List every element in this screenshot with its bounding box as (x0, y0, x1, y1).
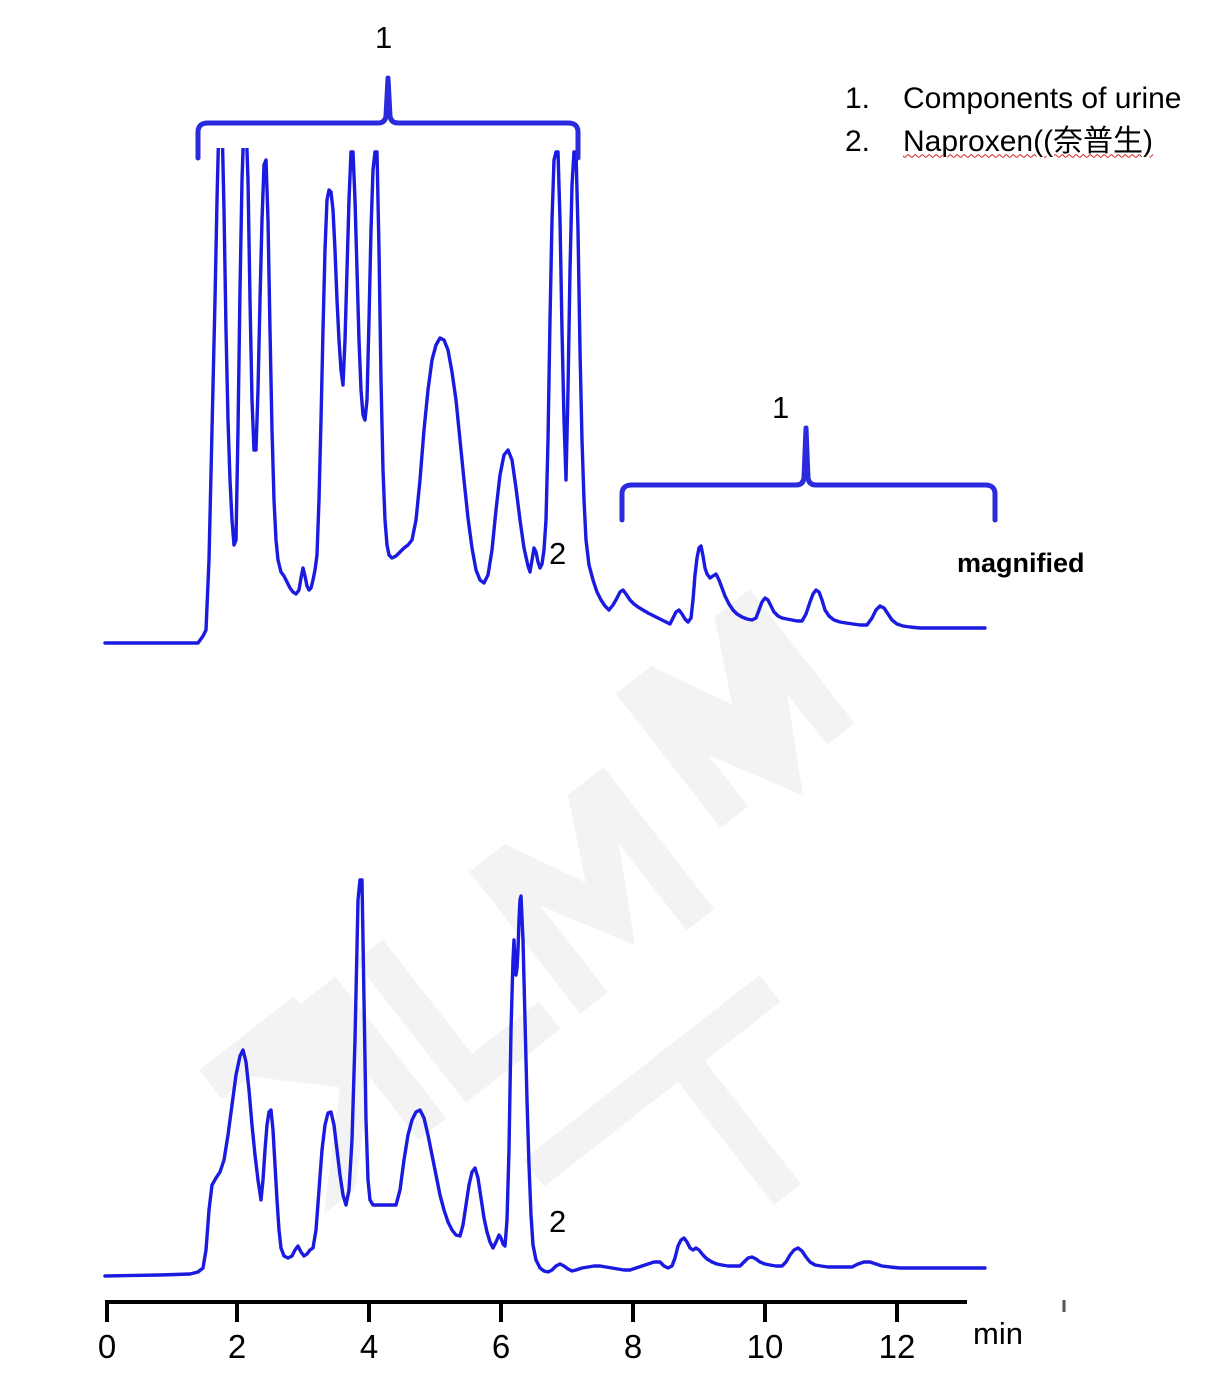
x-axis-unit-label: min (973, 1316, 1023, 1351)
x-tick-label-6: 6 (491, 1328, 511, 1365)
legend-item-2: 2. Naproxen((奈普生) (845, 121, 1224, 164)
upper-trace-line (103, 148, 987, 645)
legend: 1. Components of urine 2. Naproxen((奈普生) (845, 78, 1224, 163)
x-tick-label-8: 8 (623, 1328, 643, 1365)
legend-item-1-number: 1. (845, 82, 871, 115)
x-tick-label-4: 4 (359, 1328, 379, 1365)
peak-label-2-upper: 2 (549, 536, 567, 571)
x-tick-label-2: 2 (227, 1328, 247, 1365)
lower-trace-group (103, 878, 987, 1278)
magnified-note: magnified (957, 548, 1085, 578)
bracket-label-1-magnified: 1 (772, 390, 790, 425)
x-axis (105, 1300, 1066, 1322)
bracket-label-1-upper: 1 (375, 20, 393, 55)
x-tick-label-10: 10 (746, 1328, 784, 1365)
x-tick-label-12: 12 (878, 1328, 916, 1365)
legend-item-1-label: Components of urine (903, 82, 1182, 115)
legend-item-2-number: 2. (845, 124, 871, 158)
watermark (199, 589, 855, 1214)
upper-trace-group (103, 148, 987, 645)
legend-item-1: 1. Components of urine (845, 78, 1224, 121)
legend-item-2-label: Naproxen((奈普生) (903, 124, 1154, 158)
x-tick-label-0: 0 (97, 1328, 117, 1365)
peak-label-2-lower: 2 (549, 1204, 567, 1239)
lower-trace-line (103, 878, 987, 1278)
bracket-upper-main (195, 75, 581, 161)
bracket-magnified-region (619, 425, 998, 523)
